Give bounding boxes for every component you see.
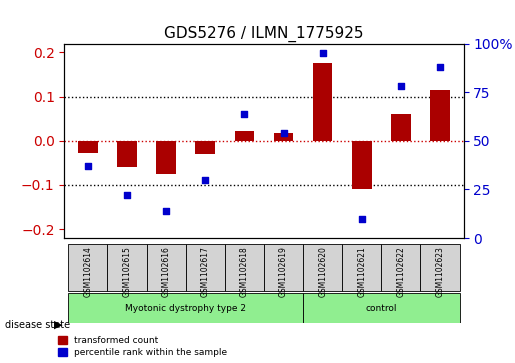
Text: ▶: ▶ (54, 320, 63, 330)
Point (279, 130, 287, 136)
FancyBboxPatch shape (68, 293, 303, 323)
FancyBboxPatch shape (303, 244, 342, 291)
Text: GSM1102617: GSM1102617 (201, 246, 210, 297)
Bar (235, 131, 254, 141)
FancyBboxPatch shape (342, 244, 381, 291)
FancyBboxPatch shape (186, 244, 225, 291)
Bar (196, 141, 215, 154)
Point (84, 163, 92, 169)
Point (123, 192, 131, 198)
Point (241, 111, 249, 117)
Text: GSM1102614: GSM1102614 (83, 246, 92, 297)
Point (162, 208, 170, 214)
Point (201, 177, 210, 183)
Bar (273, 133, 293, 141)
FancyBboxPatch shape (68, 244, 108, 291)
FancyBboxPatch shape (147, 244, 186, 291)
FancyBboxPatch shape (264, 244, 303, 291)
Point (357, 216, 366, 221)
Title: GDS5276 / ILMN_1775925: GDS5276 / ILMN_1775925 (164, 26, 364, 42)
Point (397, 83, 405, 89)
Bar (157, 141, 176, 174)
Bar (78, 141, 98, 153)
Bar (391, 114, 410, 141)
Text: GSM1102623: GSM1102623 (436, 246, 444, 297)
FancyBboxPatch shape (381, 244, 420, 291)
FancyBboxPatch shape (225, 244, 264, 291)
FancyBboxPatch shape (303, 293, 459, 323)
Bar (352, 141, 371, 189)
Text: GSM1102615: GSM1102615 (123, 246, 131, 297)
Text: GSM1102621: GSM1102621 (357, 246, 366, 297)
Text: Myotonic dystrophy type 2: Myotonic dystrophy type 2 (125, 304, 246, 313)
Text: GSM1102620: GSM1102620 (318, 246, 327, 297)
Text: control: control (366, 304, 397, 313)
Point (318, 50, 327, 56)
Bar (117, 141, 137, 167)
Text: GSM1102616: GSM1102616 (162, 246, 170, 297)
Bar (313, 64, 332, 141)
Point (436, 64, 444, 70)
FancyBboxPatch shape (108, 244, 147, 291)
Legend: transformed count, percentile rank within the sample: transformed count, percentile rank withi… (56, 334, 229, 359)
Text: GSM1102619: GSM1102619 (279, 246, 288, 297)
Text: GSM1102622: GSM1102622 (397, 246, 405, 297)
Text: GSM1102618: GSM1102618 (240, 246, 249, 297)
Bar (430, 90, 450, 141)
FancyBboxPatch shape (420, 244, 459, 291)
Text: disease state: disease state (5, 320, 70, 330)
